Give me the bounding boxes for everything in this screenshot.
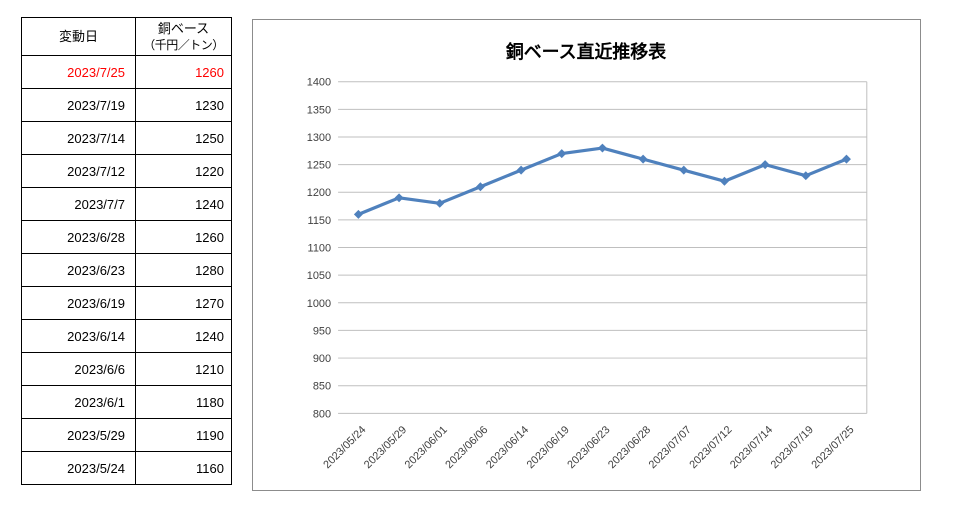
x-axis-tick-label: 2023/07/12 bbox=[687, 424, 734, 471]
data-point-marker bbox=[801, 171, 811, 181]
date-cell: 2023/5/24 bbox=[21, 451, 136, 485]
date-cell: 2023/6/6 bbox=[21, 352, 136, 386]
trend-chart: 銅ベース直近推移表 800 850 900 950 1000 1050 1100 1150 12… bbox=[307, 41, 868, 471]
y-axis-tick-label: 1000 bbox=[307, 298, 331, 310]
data-point-marker bbox=[638, 154, 648, 164]
x-axis-tick-label: 2023/05/24 bbox=[321, 424, 368, 471]
date-cell: 2023/6/14 bbox=[21, 319, 136, 353]
y-axis-tick-label: 800 bbox=[313, 408, 331, 420]
value-cell: 1190 bbox=[135, 418, 232, 452]
table-row: 2023/7/14 1250 bbox=[21, 121, 232, 155]
date-cell: 2023/6/23 bbox=[21, 253, 136, 287]
y-axis-tick-label: 1200 bbox=[307, 187, 331, 199]
price-table-body: 2023/7/25 1260 2023/7/19 1230 2023/7/14 1250 2… bbox=[21, 55, 232, 485]
y-axis-tick-label: 1250 bbox=[307, 160, 331, 172]
data-point-marker bbox=[719, 176, 729, 186]
price-table: 変動日 銅ベース （千円／トン） 2023/7/25 1260 2023/7/19 1… bbox=[21, 17, 232, 485]
value-cell: 1270 bbox=[135, 286, 232, 320]
data-point-marker bbox=[841, 154, 851, 164]
data-point-marker bbox=[435, 198, 445, 208]
data-point-marker bbox=[597, 143, 607, 153]
date-cell: 2023/6/19 bbox=[21, 286, 136, 320]
y-axis-tick-label: 1300 bbox=[307, 132, 331, 144]
x-axis-tick-label: 2023/06/23 bbox=[565, 424, 612, 471]
table-row: 2023/7/12 1220 bbox=[21, 154, 232, 188]
x-axis-tick-label: 2023/05/29 bbox=[362, 424, 409, 471]
y-axis-tick-label: 1100 bbox=[308, 243, 332, 255]
value-header-line1: 銅ベース bbox=[157, 20, 210, 36]
x-axis-tick-label: 2023/06/01 bbox=[403, 424, 450, 471]
table-row: 2023/5/29 1190 bbox=[21, 418, 232, 452]
value-cell: 1280 bbox=[135, 253, 232, 287]
y-axis-tick-label: 850 bbox=[313, 381, 331, 393]
x-axis-tick-label: 2023/07/25 bbox=[809, 424, 856, 471]
data-point-marker bbox=[679, 165, 689, 175]
value-column-header: 銅ベース （千円／トン） bbox=[135, 17, 232, 56]
data-point-marker bbox=[760, 160, 770, 170]
date-cell: 2023/7/14 bbox=[21, 121, 136, 155]
table-row: 2023/6/14 1240 bbox=[21, 319, 232, 353]
table-row: 2023/5/24 1160 bbox=[21, 451, 232, 485]
date-cell: 2023/7/12 bbox=[21, 154, 136, 188]
value-cell: 1180 bbox=[135, 385, 232, 419]
value-cell: 1240 bbox=[135, 187, 232, 221]
date-cell: 2023/5/29 bbox=[21, 418, 136, 452]
y-axis-tick-label: 1050 bbox=[307, 270, 331, 282]
y-axis-tick-label: 950 bbox=[313, 325, 331, 337]
table-row: 2023/7/19 1230 bbox=[21, 88, 232, 122]
x-axis-tick-label: 2023/07/19 bbox=[769, 424, 816, 471]
chart-title: 銅ベース直近推移表 bbox=[506, 41, 666, 62]
value-cell: 1260 bbox=[135, 220, 232, 254]
value-cell: 1240 bbox=[135, 319, 232, 353]
data-point-marker bbox=[475, 182, 485, 192]
table-row: 2023/7/25 1260 bbox=[21, 55, 232, 89]
table-row: 2023/6/23 1280 bbox=[21, 253, 232, 287]
data-point-marker bbox=[353, 209, 363, 219]
x-axis-tick-label: 2023/06/14 bbox=[484, 424, 531, 471]
table-row: 2023/6/1 1180 bbox=[21, 385, 232, 419]
value-header-line2: （千円／トン） bbox=[143, 37, 224, 52]
y-axis-tick-label: 1350 bbox=[307, 104, 331, 116]
data-point-marker bbox=[557, 149, 567, 159]
y-axis-tick-label: 1150 bbox=[308, 215, 332, 227]
date-cell: 2023/7/7 bbox=[21, 187, 136, 221]
value-cell: 1160 bbox=[135, 451, 232, 485]
value-cell: 1260 bbox=[135, 55, 232, 89]
value-cell: 1210 bbox=[135, 352, 232, 386]
table-row: 2023/7/7 1240 bbox=[21, 187, 232, 221]
table-header-row: 変動日 銅ベース （千円／トン） bbox=[21, 17, 232, 56]
x-axis-tick-label: 2023/06/06 bbox=[443, 424, 490, 471]
chart-plot: 800 850 900 950 1000 1050 1100 1150 1200 1250 1300… bbox=[307, 77, 868, 471]
x-axis-tick-label: 2023/07/14 bbox=[728, 424, 775, 471]
data-point-marker bbox=[394, 193, 404, 203]
x-axis-tick-label: 2023/06/28 bbox=[606, 424, 653, 471]
value-cell: 1220 bbox=[135, 154, 232, 188]
table-row: 2023/6/6 1210 bbox=[21, 352, 232, 386]
x-axis-tick-label: 2023/07/07 bbox=[647, 424, 694, 471]
date-cell: 2023/6/28 bbox=[21, 220, 136, 254]
data-point-marker bbox=[516, 165, 526, 175]
x-axis-tick-label: 2023/06/19 bbox=[525, 424, 572, 471]
date-cell: 2023/6/1 bbox=[21, 385, 136, 419]
series-line bbox=[356, 146, 849, 216]
table-row: 2023/6/28 1260 bbox=[21, 220, 232, 254]
y-axis-tick-label: 900 bbox=[313, 353, 331, 365]
date-column-header: 変動日 bbox=[21, 17, 136, 56]
value-cell: 1250 bbox=[135, 121, 232, 155]
value-cell: 1230 bbox=[135, 88, 232, 122]
y-axis-tick-label: 1400 bbox=[307, 77, 331, 89]
date-cell: 2023/7/19 bbox=[21, 88, 136, 122]
date-cell: 2023/7/25 bbox=[21, 55, 136, 89]
table-row: 2023/6/19 1270 bbox=[21, 286, 232, 320]
chart-area: 銅ベース直近推移表 800 850 900 950 1000 1050 1100 1150 12… bbox=[252, 19, 921, 491]
